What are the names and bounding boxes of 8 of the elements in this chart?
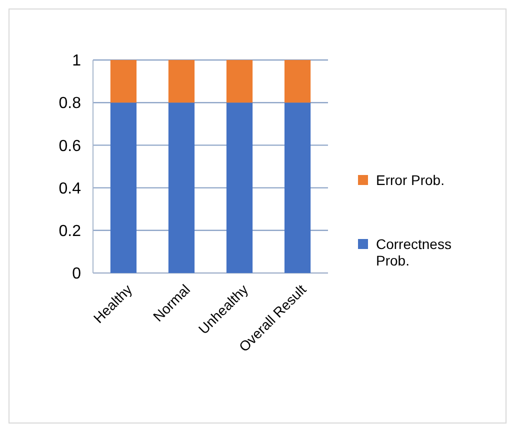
legend-label: Correctness Prob. xyxy=(376,236,452,269)
y-tick-label: 0.8 xyxy=(58,95,82,112)
y-tick-label: 0.2 xyxy=(58,223,82,240)
y-tick-label: 1 xyxy=(72,52,82,70)
y-tick-label: 0.4 xyxy=(58,180,82,198)
legend-label: Error Prob. xyxy=(376,172,444,188)
y-tick-label: 0 xyxy=(72,266,82,283)
y-tick-label: 0.6 xyxy=(58,138,82,155)
